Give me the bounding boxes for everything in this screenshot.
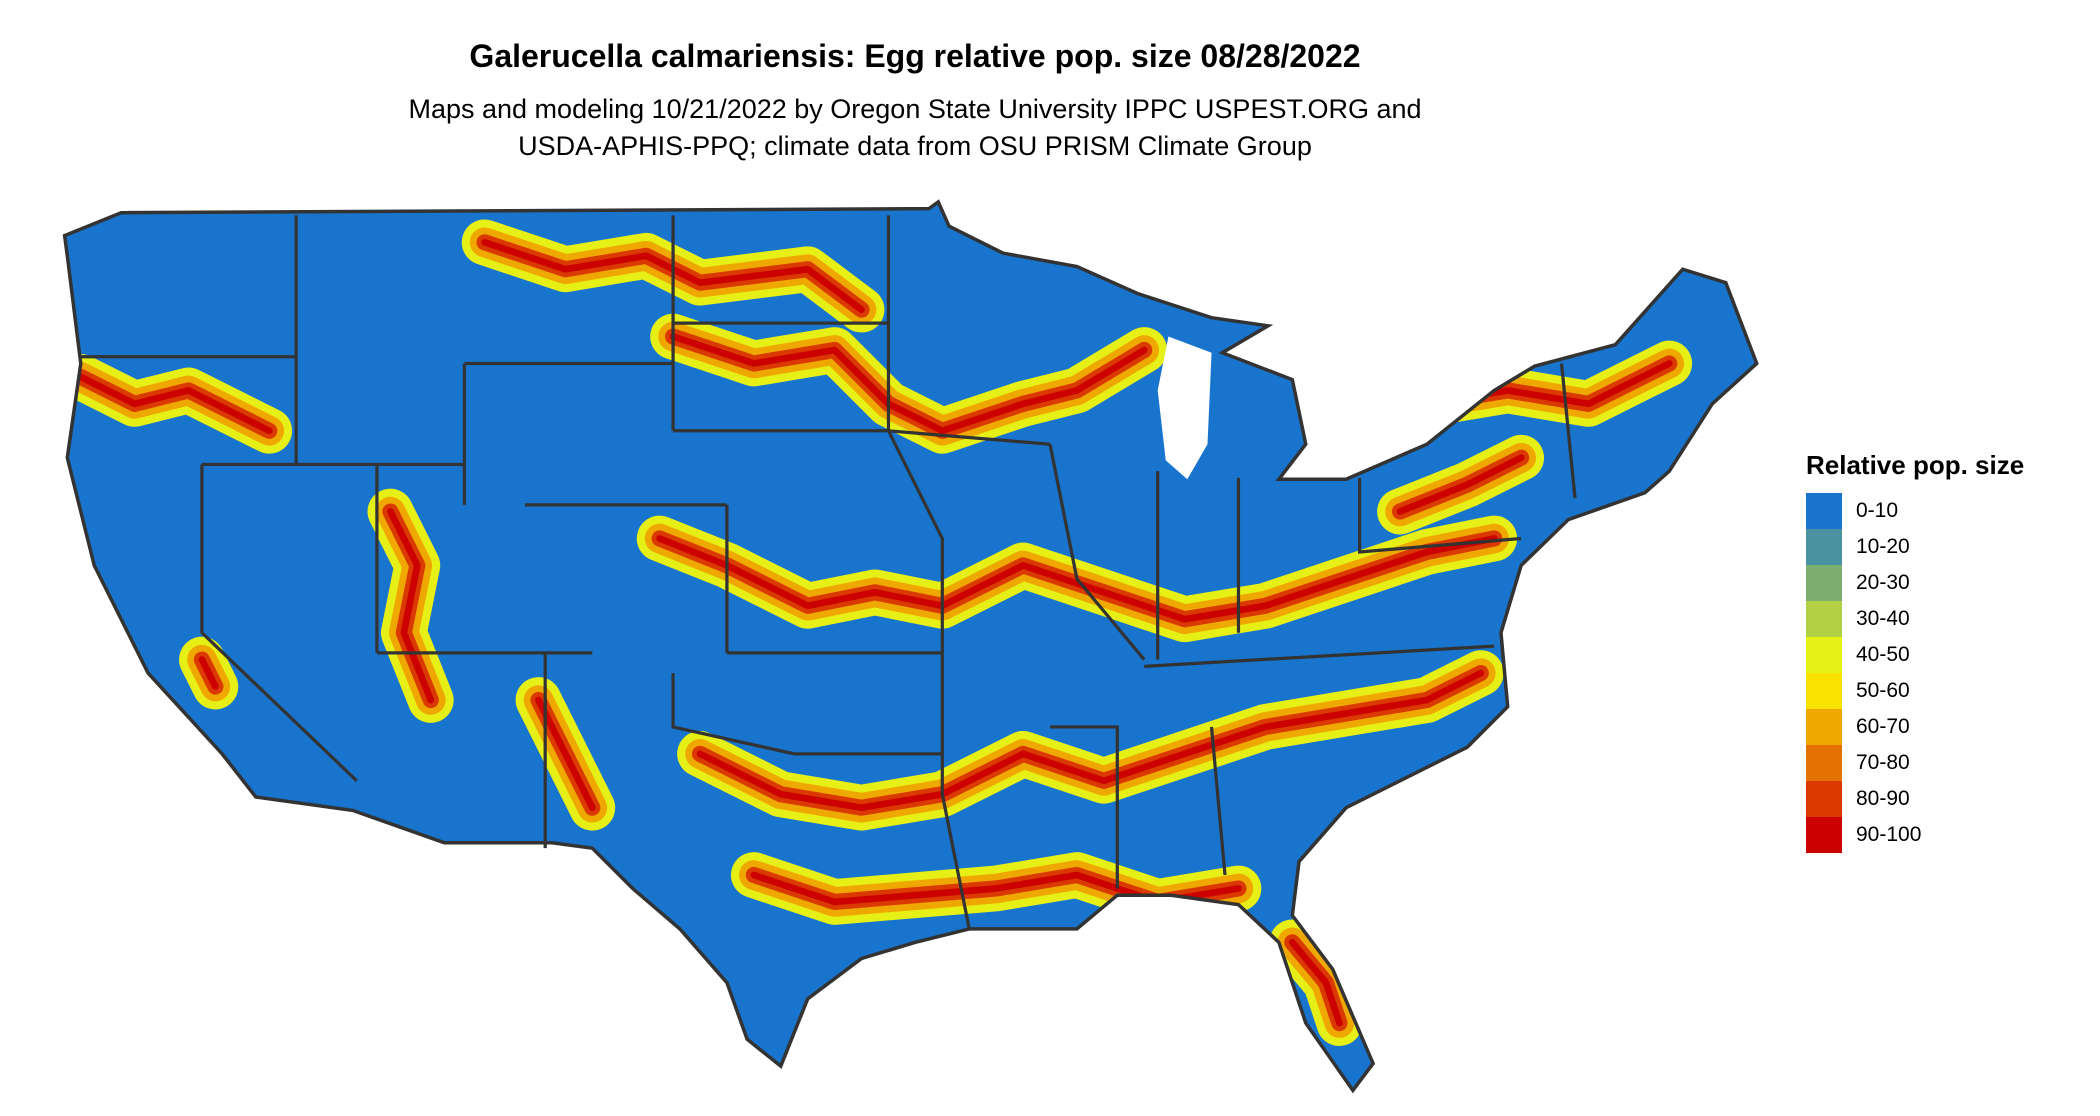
hotspot-band [387, 508, 435, 704]
legend-swatch [1806, 817, 1842, 853]
us-border [62, 199, 1759, 1094]
state-border [1358, 477, 1522, 554]
legend-swatch [1806, 565, 1842, 601]
state-border [1559, 363, 1577, 499]
legend-item: 40-50 [1806, 637, 2024, 673]
legend-item: 50-60 [1806, 673, 2024, 709]
legend-label: 10-20 [1856, 535, 1910, 558]
legend-label: 70-80 [1856, 751, 1910, 774]
legend-label: 90-100 [1856, 823, 1922, 846]
legend-label: 40-50 [1856, 643, 1910, 666]
map-subtitle-line-2: USDA-APHIS-PPQ; climate data from OSU PR… [518, 131, 1312, 161]
state-border [886, 215, 944, 653]
legend-item: 30-40 [1806, 601, 2024, 637]
legend-item: 20-30 [1806, 565, 2024, 601]
legend-swatch [1806, 529, 1842, 565]
state-border [1048, 443, 1146, 661]
legend-swatch [1806, 781, 1842, 817]
hotspot-band [696, 669, 1485, 812]
us-land-area [64, 201, 1757, 1091]
legend-swatch [1806, 601, 1842, 637]
map-subtitle-line-1: Maps and modeling 10/21/2022 by Oregon S… [408, 94, 1422, 124]
legend-label: 50-60 [1856, 679, 1910, 702]
legend-item: 70-80 [1806, 745, 2024, 781]
legend-item: 90-100 [1806, 817, 2024, 853]
state-border [1144, 644, 1495, 668]
state-border [671, 673, 943, 756]
population-hotspots [64, 219, 1693, 1046]
legend-label: 30-40 [1856, 607, 1910, 630]
state-border [940, 652, 971, 930]
legend-label: 80-90 [1856, 787, 1910, 810]
legend-label: 60-70 [1856, 715, 1910, 738]
legend-swatch [1806, 493, 1842, 529]
state-borders [80, 215, 1577, 930]
legend-title: Relative pop. size [1806, 450, 2025, 480]
legend-swatch [1806, 745, 1842, 781]
legend-item: 80-90 [1806, 781, 2024, 817]
legend-label: 0-10 [1856, 499, 1899, 522]
map-title: Galerucella calmariensis: Egg relative p… [469, 38, 1361, 74]
lake-michigan [1157, 336, 1212, 480]
legend-label: 20-30 [1856, 571, 1910, 594]
hotspot-band [669, 333, 1148, 435]
state-border [200, 464, 358, 782]
legend-swatch [1806, 709, 1842, 745]
hotspot-band [1396, 454, 1525, 515]
hotspot-band [1288, 938, 1343, 1027]
hotspot-band [535, 696, 596, 812]
hotspot-band [198, 656, 219, 690]
legend-swatch [1806, 637, 1842, 673]
legend: Relative pop. size 0-10 10-20 20-30 30-40 40… [1806, 450, 2024, 853]
state-border [1209, 726, 1227, 876]
legend-swatch [1806, 673, 1842, 709]
legend-item: 0-10 [1806, 493, 2024, 529]
legend-item: 10-20 [1806, 529, 2024, 565]
hotspot-band [77, 373, 273, 435]
state-border [888, 429, 1051, 446]
hotspot-band [656, 535, 1498, 623]
legend-item: 60-70 [1806, 709, 2024, 745]
state-border [1050, 725, 1119, 889]
